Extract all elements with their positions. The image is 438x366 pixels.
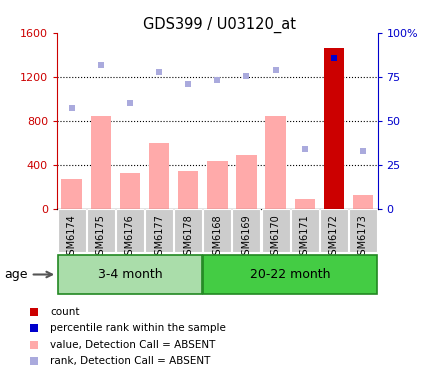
Text: GSM6176: GSM6176 (125, 214, 134, 261)
Point (31, 309, 38, 315)
Point (213, 78, 220, 83)
Text: GSM6173: GSM6173 (357, 214, 367, 261)
Point (184, 81, 191, 87)
Bar (87, 209, 114, 252)
Text: age: age (4, 268, 28, 281)
Text: count: count (50, 307, 80, 317)
Text: GSM6168: GSM6168 (212, 214, 222, 261)
Text: GSM6170: GSM6170 (270, 214, 280, 261)
Text: GSM6172: GSM6172 (328, 214, 338, 261)
Bar (90, 116, 111, 209)
Text: 20-22 month: 20-22 month (249, 268, 330, 281)
Point (359, 148, 366, 154)
Text: rank, Detection Call = ABSENT: rank, Detection Call = ABSENT (50, 356, 210, 366)
Bar (203, 255, 376, 294)
Bar (174, 209, 201, 252)
Point (272, 67, 279, 73)
Point (242, 73, 249, 79)
Point (97, 61, 104, 67)
Text: GSM6171: GSM6171 (299, 214, 309, 261)
Bar (323, 48, 343, 209)
Point (31, 358, 38, 364)
Text: GSM6175: GSM6175 (95, 214, 106, 261)
Point (155, 70, 162, 75)
Point (329, 55, 336, 60)
Bar (120, 173, 140, 209)
Bar (57, 209, 85, 252)
Bar (352, 195, 372, 209)
Bar (61, 179, 81, 209)
Text: GSM6178: GSM6178 (183, 214, 193, 261)
Text: GSM6169: GSM6169 (241, 214, 251, 261)
Bar (265, 116, 285, 209)
Text: GDS399 / U03120_at: GDS399 / U03120_at (143, 16, 295, 33)
Bar (57, 255, 201, 294)
Bar (232, 209, 260, 252)
Bar (236, 155, 256, 209)
Text: 3-4 month: 3-4 month (97, 268, 162, 281)
Text: GSM6177: GSM6177 (154, 214, 164, 261)
Bar (294, 199, 314, 209)
Bar (203, 209, 231, 252)
Bar (116, 209, 144, 252)
Bar (177, 171, 198, 209)
Point (31, 342, 38, 348)
Text: GSM6174: GSM6174 (67, 214, 77, 261)
Bar (290, 209, 318, 252)
Bar (148, 143, 169, 209)
Bar (261, 209, 289, 252)
Point (31, 325, 38, 331)
Text: value, Detection Call = ABSENT: value, Detection Call = ABSENT (50, 340, 215, 350)
Point (126, 100, 133, 106)
Point (68, 105, 75, 111)
Point (300, 146, 307, 152)
Bar (348, 209, 376, 252)
Bar (207, 161, 227, 209)
Bar (319, 209, 347, 252)
Bar (145, 209, 173, 252)
Text: percentile rank within the sample: percentile rank within the sample (50, 324, 226, 333)
